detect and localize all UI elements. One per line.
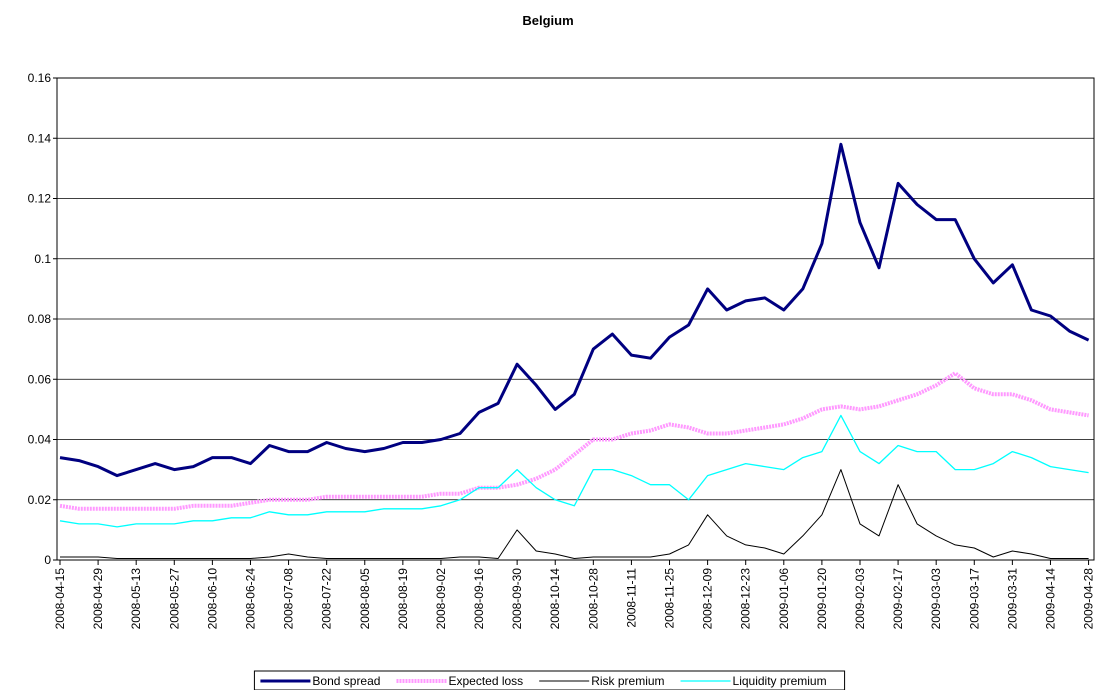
x-tick-label: 2008-09-30 [510,568,524,630]
x-tick-label: 2008-06-24 [243,568,257,630]
y-tick-label: 0.08 [28,312,52,326]
x-tick-label: 2008-06-10 [205,568,219,630]
x-tick-label: 2008-11-11 [624,568,638,628]
y-tick-label: 0.12 [28,192,52,206]
x-tick-label: 2009-03-03 [929,568,943,630]
x-tick-label: 2008-09-16 [472,568,486,630]
x-tick-label: 2009-01-06 [777,568,791,630]
x-tick-label: 2008-09-02 [434,568,448,630]
x-tick-label: 2009-02-17 [891,568,905,630]
x-tick-label: 2008-05-13 [129,568,143,630]
x-tick-label: 2008-08-19 [396,568,410,630]
chart-title: Belgium [522,13,573,28]
series-line [59,414,1089,528]
series-line [59,371,1089,511]
x-tick-label: 2008-10-14 [548,568,562,630]
x-tick-label: 2009-04-28 [1082,568,1096,630]
x-tick-label: 2008-04-15 [53,568,67,630]
x-tick-label: 2009-01-20 [815,568,829,630]
series-line [59,142,1090,478]
y-tick-label: 0.02 [28,493,52,507]
x-tick-label: 2008-04-29 [91,568,105,630]
legend-label: Bond spread [312,674,380,688]
x-tick-label: 2009-02-03 [853,568,867,630]
legend-label: Liquidity premium [733,674,827,688]
y-tick-label: 0.04 [28,433,52,447]
y-tick-label: 0.06 [28,372,52,386]
x-tick-label: 2008-08-05 [358,568,372,630]
x-tick-label: 2009-04-14 [1043,568,1057,630]
x-tick-label: 2008-07-22 [320,568,334,630]
legend-label: Risk premium [591,674,664,688]
x-tick-label: 2008-12-23 [739,568,753,630]
y-tick-label: 0.1 [34,252,51,266]
y-tick-label: 0.16 [28,71,52,85]
legend: Bond spread Expected loss Risk premium Liqu… [253,670,846,690]
y-tick-label: 0.14 [28,131,52,145]
x-tick-label: 2009-03-31 [1005,568,1019,630]
x-tick-label: 2008-11-25 [663,568,677,629]
x-tick-label: 2008-07-08 [282,568,296,630]
x-tick-label: 2009-03-17 [967,568,981,630]
legend-label: Expected loss [448,674,523,688]
y-tick-label: 0 [44,553,51,567]
x-tick-label: 2008-12-09 [701,568,715,630]
x-tick-label: 2008-10-28 [586,568,600,630]
x-tick-label: 2008-05-27 [167,568,181,630]
series-line [60,469,1089,559]
